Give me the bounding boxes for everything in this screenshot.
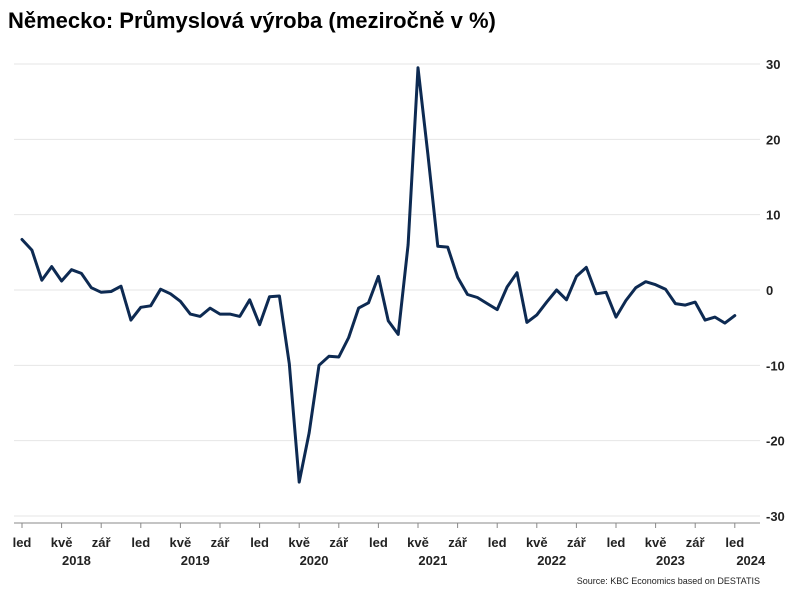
y-tick-label: 0 bbox=[766, 283, 773, 298]
x-tick-label: zář bbox=[567, 535, 587, 550]
x-tick-label: zář bbox=[92, 535, 112, 550]
x-tick-label: zář bbox=[329, 535, 349, 550]
x-year-label: 2023 bbox=[656, 553, 685, 568]
grid-lines bbox=[14, 63, 760, 517]
x-tick-label: kvě bbox=[51, 535, 73, 550]
x-year-label: 2022 bbox=[537, 553, 566, 568]
y-tick-label: 10 bbox=[766, 208, 780, 223]
x-tick-label: zář bbox=[448, 535, 468, 550]
x-tick-label: led bbox=[13, 535, 32, 550]
x-tick-label: kvě bbox=[526, 535, 548, 550]
x-tick-label: led bbox=[250, 535, 269, 550]
x-tick-label: led bbox=[369, 535, 388, 550]
x-year-label: 2021 bbox=[418, 553, 447, 568]
x-axis bbox=[14, 522, 760, 528]
y-tick-label: 20 bbox=[766, 132, 780, 147]
x-tick-label: led bbox=[131, 535, 150, 550]
x-tick-label: kvě bbox=[407, 535, 429, 550]
y-tick-label: 30 bbox=[766, 57, 780, 72]
series-layer bbox=[20, 66, 737, 484]
x-tick-label: kvě bbox=[170, 535, 192, 550]
source-note: Source: KBC Economics based on DESTATIS bbox=[576, 576, 760, 586]
x-year-label: 2019 bbox=[181, 553, 210, 568]
x-tick-label: zář bbox=[211, 535, 231, 550]
y-tick-label: -30 bbox=[766, 509, 785, 524]
x-year-label: 2018 bbox=[62, 553, 91, 568]
x-tick-label: kvě bbox=[645, 535, 667, 550]
x-year-label: 2020 bbox=[300, 553, 329, 568]
x-year-label: 2024 bbox=[736, 553, 766, 568]
x-tick-label: zář bbox=[686, 535, 706, 550]
series-line bbox=[20, 66, 737, 484]
chart-title: Německo: Průmyslová výroba (meziročně v … bbox=[8, 8, 496, 33]
x-tick-label: led bbox=[607, 535, 626, 550]
y-tick-label: -20 bbox=[766, 434, 785, 449]
x-tick-label: led bbox=[725, 535, 744, 550]
x-tick-label: led bbox=[488, 535, 507, 550]
y-axis-labels: 30 20 10 0 -10 -20 -30 bbox=[766, 57, 785, 524]
x-tick-label: kvě bbox=[288, 535, 310, 550]
y-tick-label: -10 bbox=[766, 358, 785, 373]
